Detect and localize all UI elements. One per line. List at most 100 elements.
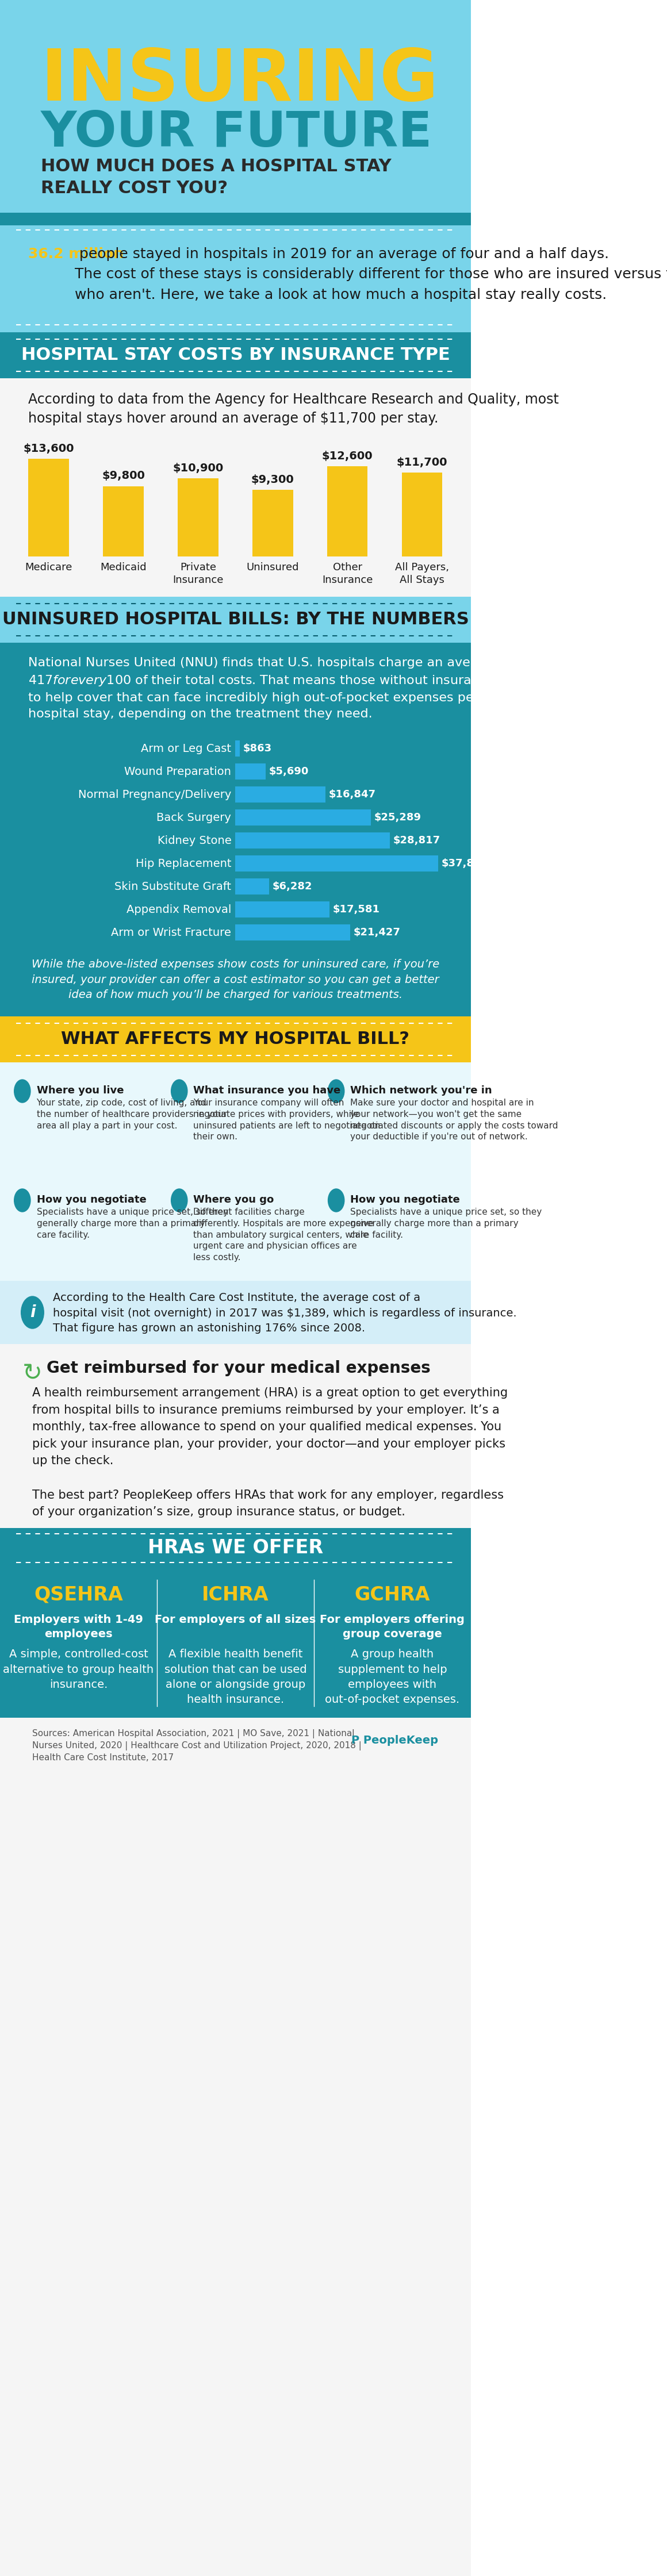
Circle shape — [14, 1079, 31, 1103]
Text: Back Surgery: Back Surgery — [157, 811, 231, 822]
Bar — [0, 379, 471, 598]
Text: $5,690: $5,690 — [269, 765, 309, 775]
Circle shape — [328, 1190, 344, 1211]
Text: i: i — [30, 1303, 35, 1321]
Text: For employers offering
group coverage: For employers offering group coverage — [320, 1615, 465, 1638]
Text: 36.2 million: 36.2 million — [29, 247, 124, 260]
Text: people stayed in hospitals in 2019 for an average of four and a half days.
The c: people stayed in hospitals in 2019 for a… — [75, 247, 667, 301]
Bar — [235, 855, 438, 871]
Text: Get reimbursed for your medical expenses: Get reimbursed for your medical expenses — [47, 1360, 431, 1376]
Text: INSURING: INSURING — [41, 46, 439, 116]
Text: Private
Insurance: Private Insurance — [173, 562, 223, 585]
Text: Uninsured: Uninsured — [246, 562, 299, 572]
Circle shape — [21, 1296, 44, 1329]
Text: Kidney Stone: Kidney Stone — [157, 835, 231, 845]
Text: Where you live: Where you live — [37, 1084, 123, 1095]
Text: For employers of all sizes: For employers of all sizes — [155, 1615, 316, 1625]
Text: What insurance you have: What insurance you have — [193, 1084, 341, 1095]
Text: Specialists have a unique price set, so they
generally charge more than a primar: Specialists have a unique price set, so … — [37, 1208, 228, 1239]
Bar — [235, 902, 329, 917]
Bar — [103, 487, 143, 556]
Text: Hip Replacement: Hip Replacement — [135, 858, 231, 868]
Text: Other
Insurance: Other Insurance — [322, 562, 373, 585]
Bar — [235, 925, 350, 940]
Text: $21,427: $21,427 — [354, 927, 401, 938]
Circle shape — [171, 1079, 187, 1103]
Bar — [0, 0, 471, 224]
Text: HOW MUCH DOES A HOSPITAL STAY
REALLY COST YOU?: HOW MUCH DOES A HOSPITAL STAY REALLY COS… — [41, 157, 391, 196]
Text: Medicare: Medicare — [25, 562, 73, 572]
Text: Wound Preparation: Wound Preparation — [125, 765, 231, 778]
Text: National Nurses United (NNU) finds that U.S. hospitals charge an average of
$417: National Nurses United (NNU) finds that … — [29, 657, 516, 719]
Text: A group health
supplement to help
employees with
out-of-pocket expenses.: A group health supplement to help employ… — [325, 1649, 460, 1705]
Text: $25,289: $25,289 — [374, 811, 422, 822]
Bar — [402, 471, 442, 556]
Text: ↻: ↻ — [23, 1360, 43, 1386]
Circle shape — [14, 1190, 31, 1211]
Bar — [0, 224, 471, 335]
Text: According to data from the Agency for Healthcare Research and Quality, most
hosp: According to data from the Agency for He… — [29, 392, 559, 425]
Text: $13,600: $13,600 — [23, 443, 74, 453]
Text: $9,300: $9,300 — [251, 474, 294, 484]
Text: ICHRA: ICHRA — [202, 1584, 269, 1605]
Text: $37,857: $37,857 — [442, 858, 489, 868]
Bar — [0, 1345, 471, 1528]
Bar — [327, 466, 368, 556]
Circle shape — [171, 1190, 187, 1211]
Text: A flexible health benefit
solution that can be used
alone or alongside group
hea: A flexible health benefit solution that … — [164, 1649, 307, 1705]
Text: Arm or Wrist Fracture: Arm or Wrist Fracture — [111, 927, 231, 938]
Text: $11,700: $11,700 — [397, 456, 448, 469]
Text: Specialists have a unique price set, so they
generally charge more than a primar: Specialists have a unique price set, so … — [350, 1208, 542, 1239]
Circle shape — [328, 1079, 344, 1103]
Bar — [235, 809, 371, 824]
Text: $28,817: $28,817 — [393, 835, 440, 845]
Bar — [29, 459, 69, 556]
Text: QSEHRA: QSEHRA — [34, 1584, 123, 1605]
Text: Where you go: Where you go — [193, 1195, 274, 1206]
Text: While the above-listed expenses show costs for uninsured care, if you’re
insured: While the above-listed expenses show cos… — [31, 958, 440, 999]
Bar — [235, 878, 269, 894]
Text: HOSPITAL STAY COSTS BY INSURANCE TYPE: HOSPITAL STAY COSTS BY INSURANCE TYPE — [21, 348, 450, 363]
Bar — [235, 832, 390, 848]
Bar — [252, 489, 293, 556]
Bar — [235, 786, 325, 804]
Text: A simple, controlled-cost
alternative to group health
insurance.: A simple, controlled-cost alternative to… — [3, 1649, 154, 1690]
Text: P PeopleKeep: P PeopleKeep — [352, 1736, 438, 1747]
Text: Normal Pregnancy/Delivery: Normal Pregnancy/Delivery — [78, 788, 231, 801]
Text: GCHRA: GCHRA — [355, 1584, 430, 1605]
Text: How you negotiate: How you negotiate — [350, 1195, 460, 1206]
Text: YOUR FUTURE: YOUR FUTURE — [41, 108, 432, 157]
Text: $10,900: $10,900 — [173, 464, 223, 474]
Bar — [0, 1718, 471, 2576]
Text: $863: $863 — [243, 744, 272, 755]
Text: UNINSURED HOSPITAL BILLS: BY THE NUMBERS: UNINSURED HOSPITAL BILLS: BY THE NUMBERS — [2, 611, 469, 629]
Text: A health reimbursement arrangement (HRA) is a great option to get everything
fro: A health reimbursement arrangement (HRA)… — [33, 1386, 508, 1517]
Text: Appendix Removal: Appendix Removal — [127, 904, 231, 914]
Bar — [0, 1061, 471, 1280]
Text: WHAT AFFECTS MY HOSPITAL BILL?: WHAT AFFECTS MY HOSPITAL BILL? — [61, 1030, 410, 1048]
Text: $17,581: $17,581 — [333, 904, 380, 914]
Text: Medicaid: Medicaid — [100, 562, 147, 572]
Bar — [0, 1569, 471, 1718]
Text: How you negotiate: How you negotiate — [37, 1195, 146, 1206]
Text: Skin Substitute Graft: Skin Substitute Graft — [115, 881, 231, 891]
Bar — [178, 479, 218, 556]
Text: Your insurance company will often
negotiate prices with providers, while
uninsur: Your insurance company will often negoti… — [193, 1097, 380, 1141]
Bar — [0, 641, 471, 1018]
Text: $16,847: $16,847 — [329, 788, 376, 799]
Bar — [235, 739, 240, 757]
Text: All Payers,
All Stays: All Payers, All Stays — [395, 562, 449, 585]
Bar — [0, 598, 471, 641]
Text: Sources: American Hospital Association, 2021 | MO Save, 2021 | National
Nurses U: Sources: American Hospital Association, … — [33, 1728, 362, 1762]
Bar — [235, 762, 266, 781]
Text: Your state, zip code, cost of living, and
the number of healthcare providers in : Your state, zip code, cost of living, an… — [37, 1097, 227, 1131]
Bar — [0, 332, 471, 379]
Bar — [0, 1018, 471, 1061]
Text: Which network you're in: Which network you're in — [350, 1084, 492, 1095]
Text: Different facilities charge
differently. Hospitals are more expensive
than ambul: Different facilities charge differently.… — [193, 1208, 374, 1262]
Bar — [0, 1528, 471, 1569]
Text: According to the Health Care Cost Institute, the average cost of a
hospital visi: According to the Health Care Cost Instit… — [53, 1293, 516, 1334]
Text: $6,282: $6,282 — [272, 881, 312, 891]
Text: Arm or Leg Cast: Arm or Leg Cast — [141, 742, 231, 755]
Text: HRAs WE OFFER: HRAs WE OFFER — [147, 1538, 323, 1558]
